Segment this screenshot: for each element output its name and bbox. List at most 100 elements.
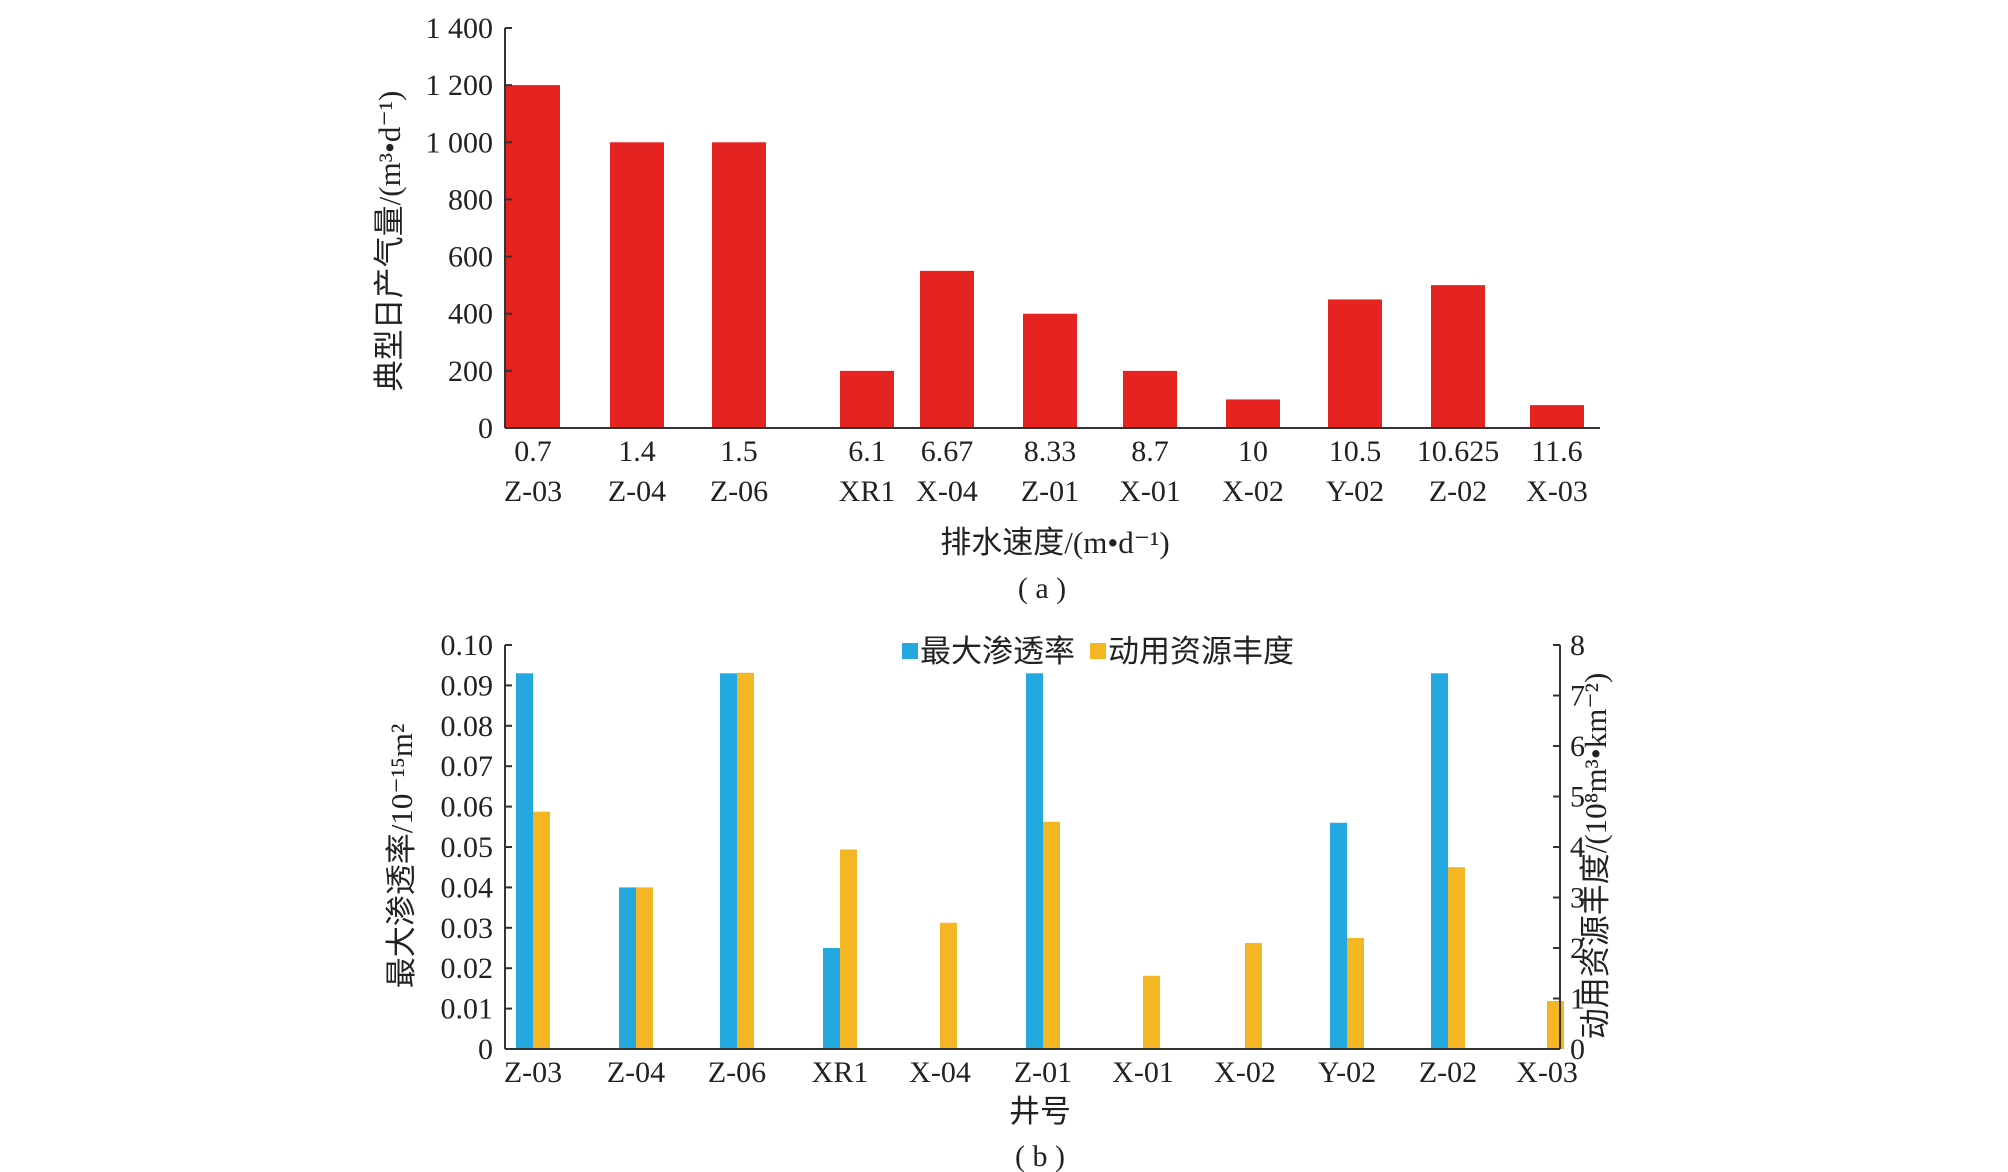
panel-b-left-y-ticks: 0 0.01 0.02 0.03 0.04 0.05 0.06 0.07 0.08 0.09 0.1… — [441, 629, 512, 1066]
panel-a-x-tick-category: Z-03 — [504, 475, 562, 508]
panel-a-y-axis-title: 典型日产气量/(m³•d⁻¹) — [372, 91, 407, 392]
panel-b-right-y-tick-label: 3 — [1570, 882, 1585, 915]
bar-y-02 — [1328, 299, 1382, 428]
panel-b-right-y-tick-label: 2 — [1570, 932, 1585, 965]
panel-a-x-tick-category: Z-01 — [1021, 475, 1079, 508]
bar-resource-abundance-z-01 — [1043, 821, 1060, 1049]
panel-a-x-axis-title: 排水速度/(m•d⁻¹) — [940, 525, 1169, 560]
bar-z-03 — [506, 85, 560, 429]
panel-a-y-tick-label: 600 — [448, 241, 493, 274]
bar-xr1 — [840, 370, 894, 428]
panel-b-x-tick-label: Z-02 — [1419, 1056, 1477, 1089]
panel-b-left-y-tick-label: 0.07 — [441, 750, 494, 783]
panel-b-right-y-tick-label: 7 — [1570, 680, 1585, 713]
bar-z-04 — [610, 142, 664, 429]
bar-z-01 — [1023, 313, 1077, 428]
panel-b-x-axis-title: 井号 — [1009, 1094, 1071, 1129]
bar-resource-abundance-z-02 — [1448, 867, 1465, 1049]
panel-a-y-tick-label: 1 400 — [426, 12, 494, 45]
panel-a-label: ( a ) — [1018, 572, 1066, 605]
panel-b-x-tick-label: X-01 — [1112, 1056, 1174, 1089]
panel-a-bars — [506, 85, 1584, 429]
panel-a-x-ticks: 0.7 Z-03 1.4 Z-04 1.5 Z-06 6.1 XR1 6.67 X-04 8.33 Z… — [504, 435, 1588, 508]
panel-b-right-y-tick-label: 8 — [1570, 629, 1585, 662]
bar-resource-abundance-x-04 — [940, 922, 957, 1049]
panel-a-x-tick-value: 10.625 — [1417, 435, 1500, 468]
panel-a-x-tick-category: Z-04 — [608, 475, 666, 508]
bar-permeability-z-04 — [619, 887, 636, 1049]
bar-resource-abundance-xr1 — [840, 849, 857, 1049]
panel-b-right-y-tick-label: 0 — [1570, 1033, 1585, 1066]
bar-x-02 — [1226, 399, 1280, 428]
panel-b-right-y-tick-label: 1 — [1570, 983, 1585, 1016]
panel-a-x-tick-value: 8.7 — [1131, 435, 1169, 468]
panel-b-x-tick-label: XR1 — [812, 1056, 869, 1089]
panel-a-x-tick-value: 10.5 — [1329, 435, 1382, 468]
bar-x-04 — [920, 270, 974, 428]
panel-b-x-tick-label: Z-04 — [607, 1056, 665, 1089]
panel-a-x-tick-category: X-04 — [916, 475, 978, 508]
bar-resource-abundance-y-02 — [1347, 937, 1364, 1049]
panel-a-y-tick-label: 200 — [448, 355, 493, 388]
panel-a-x-tick-category: Z-06 — [710, 475, 768, 508]
panel-b-right-y-ticks: 0 1 2 3 4 5 6 7 8 — [1553, 629, 1585, 1066]
panel-a-x-tick-value: 1.4 — [618, 435, 656, 468]
legend-label-resource-abundance: 动用资源丰度 — [1108, 634, 1294, 669]
panel-b-left-y-tick-label: 0.09 — [441, 669, 494, 702]
panel-a-y-tick-label: 1 000 — [426, 126, 494, 159]
chart-panel-b: 0 0.01 0.02 0.03 0.04 0.05 0.06 0.07 0.08 0.09 0.1… — [384, 629, 1613, 1172]
bar-resource-abundance-x-02 — [1245, 942, 1262, 1049]
panel-b-left-y-tick-label: 0 — [478, 1033, 493, 1066]
bar-x-01 — [1123, 370, 1177, 428]
panel-a-x-tick-category: Z-02 — [1429, 475, 1487, 508]
panel-a-x-tick-category: X-02 — [1222, 475, 1284, 508]
panel-b-right-y-tick-label: 6 — [1570, 730, 1585, 763]
bar-permeability-xr1 — [823, 948, 840, 1049]
legend-swatch-resource-abundance — [1090, 643, 1106, 659]
panel-b-x-tick-label: X-02 — [1214, 1056, 1276, 1089]
bar-resource-abundance-x-01 — [1143, 975, 1160, 1049]
panel-a-x-tick-value: 1.5 — [720, 435, 758, 468]
panel-b-right-y-tick-label: 4 — [1570, 831, 1585, 864]
panel-a-x-tick-category: Y-02 — [1326, 475, 1384, 508]
bar-resource-abundance-z-04 — [636, 887, 653, 1049]
panel-a-x-tick-value: 6.1 — [848, 435, 886, 468]
panel-b-left-y-tick-label: 0.10 — [441, 629, 494, 662]
panel-b-left-y-axis-title: 最大渗透率/10⁻¹⁵m² — [384, 724, 419, 988]
panel-a-x-tick-value: 0.7 — [514, 435, 552, 468]
panel-a-x-tick-value: 6.67 — [921, 435, 974, 468]
panel-b-left-y-tick-label: 0.05 — [441, 831, 494, 864]
panel-b-x-ticks: Z-03 Z-04 Z-06 XR1 X-04 Z-01 X-01 X-02 Y-02 Z-02 X… — [504, 1056, 1578, 1089]
bar-permeability-z-02 — [1431, 673, 1448, 1049]
panel-b-x-tick-label: Y-02 — [1318, 1056, 1376, 1089]
panel-b-x-tick-label: X-03 — [1516, 1056, 1578, 1089]
panel-b-left-y-tick-label: 0.02 — [441, 952, 494, 985]
legend-label-permeability: 最大渗透率 — [920, 634, 1075, 669]
legend-swatch-permeability — [902, 643, 918, 659]
bar-resource-abundance-x-03 — [1547, 1001, 1564, 1049]
panel-b-left-y-tick-label: 0.04 — [441, 871, 494, 904]
panel-b-x-tick-label: Z-03 — [504, 1056, 562, 1089]
panel-a-x-tick-category: XR1 — [839, 475, 896, 508]
panel-b-x-tick-label: Z-06 — [708, 1056, 766, 1089]
panel-a-y-tick-label: 800 — [448, 183, 493, 216]
panel-a-x-tick-value: 8.33 — [1024, 435, 1077, 468]
panel-b-legend: 最大渗透率 动用资源丰度 — [902, 634, 1294, 669]
bar-x-03 — [1530, 405, 1584, 428]
panel-a-y-tick-label: 400 — [448, 298, 493, 331]
bar-permeability-z-06 — [720, 673, 737, 1049]
bar-resource-abundance-z-06 — [737, 672, 754, 1049]
panel-a-axes — [504, 28, 1600, 429]
panel-a-x-tick-value: 10 — [1238, 435, 1268, 468]
panel-b-label: ( b ) — [1015, 1140, 1065, 1172]
panel-b-left-y-tick-label: 0.06 — [441, 791, 494, 824]
bar-z-02 — [1431, 285, 1485, 428]
panel-b-right-y-axis-title: 动用资源丰度/(10⁸m³•km⁻²) — [1578, 673, 1613, 1040]
panel-a-y-ticks: 0 200 400 600 800 1 000 1 200 1 400 — [426, 12, 512, 445]
panel-a-x-tick-category: X-01 — [1119, 475, 1181, 508]
panel-b-x-tick-label: Z-01 — [1014, 1056, 1072, 1089]
panel-b-x-tick-label: X-04 — [909, 1056, 971, 1089]
panel-a-y-tick-label: 0 — [478, 412, 493, 445]
panel-b-left-y-tick-label: 0.03 — [441, 912, 494, 945]
panel-a-x-tick-value: 11.6 — [1531, 435, 1582, 468]
